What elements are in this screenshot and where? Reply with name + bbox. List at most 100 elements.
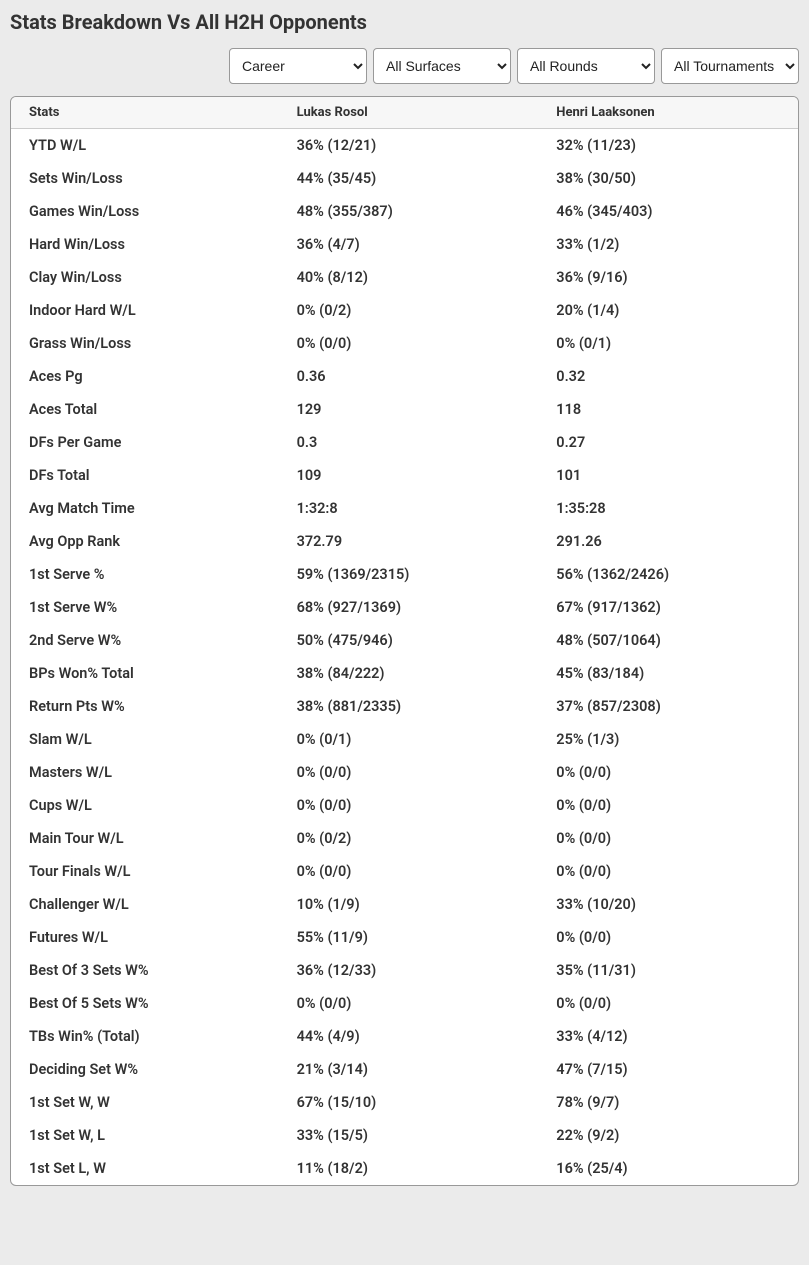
player2-value: 0.32 <box>538 360 798 393</box>
player1-value: 59% (1369/2315) <box>279 558 539 591</box>
player2-value: 48% (507/1064) <box>538 624 798 657</box>
player2-value: 118 <box>538 393 798 426</box>
player2-value: 16% (25/4) <box>538 1152 798 1185</box>
table-row: BPs Won% Total38% (84/222)45% (83/184) <box>11 657 798 690</box>
table-header-row: Stats Lukas Rosol Henri Laaksonen <box>11 97 798 129</box>
stat-label: Tour Finals W/L <box>11 855 279 888</box>
player1-value: 0% (0/0) <box>279 756 539 789</box>
player2-value: 20% (1/4) <box>538 294 798 327</box>
stat-label: Slam W/L <box>11 723 279 756</box>
stat-label: Grass Win/Loss <box>11 327 279 360</box>
table-row: Return Pts W%38% (881/2335)37% (857/2308… <box>11 690 798 723</box>
stat-label: Aces Pg <box>11 360 279 393</box>
stat-label: Deciding Set W% <box>11 1053 279 1086</box>
player1-value: 10% (1/9) <box>279 888 539 921</box>
player1-value: 67% (15/10) <box>279 1086 539 1119</box>
stat-label: DFs Per Game <box>11 426 279 459</box>
player2-value: 0% (0/0) <box>538 822 798 855</box>
stat-label: Best Of 5 Sets W% <box>11 987 279 1020</box>
player2-value: 101 <box>538 459 798 492</box>
stat-label: Avg Match Time <box>11 492 279 525</box>
stat-label: 1st Serve % <box>11 558 279 591</box>
player1-value: 50% (475/946) <box>279 624 539 657</box>
table-row: Best Of 3 Sets W%36% (12/33)35% (11/31) <box>11 954 798 987</box>
player1-value: 0% (0/2) <box>279 822 539 855</box>
table-row: Masters W/L0% (0/0)0% (0/0) <box>11 756 798 789</box>
stat-label: Games Win/Loss <box>11 195 279 228</box>
header-player1: Lukas Rosol <box>279 97 539 129</box>
stat-label: 1st Set W, L <box>11 1119 279 1152</box>
player2-value: 22% (9/2) <box>538 1119 798 1152</box>
table-row: 1st Set W, W67% (15/10)78% (9/7) <box>11 1086 798 1119</box>
table-row: Cups W/L0% (0/0)0% (0/0) <box>11 789 798 822</box>
stat-label: Clay Win/Loss <box>11 261 279 294</box>
stat-label: Futures W/L <box>11 921 279 954</box>
player1-value: 36% (12/33) <box>279 954 539 987</box>
stats-table: Stats Lukas Rosol Henri Laaksonen YTD W/… <box>11 97 798 1185</box>
table-row: Avg Opp Rank372.79291.26 <box>11 525 798 558</box>
stat-label: YTD W/L <box>11 129 279 163</box>
player1-value: 0% (0/0) <box>279 327 539 360</box>
table-row: TBs Win% (Total)44% (4/9)33% (4/12) <box>11 1020 798 1053</box>
player2-value: 25% (1/3) <box>538 723 798 756</box>
tournaments-select[interactable]: All Tournaments <box>661 48 799 84</box>
player2-value: 78% (9/7) <box>538 1086 798 1119</box>
player2-value: 0% (0/0) <box>538 921 798 954</box>
player1-value: 109 <box>279 459 539 492</box>
period-select[interactable]: Career <box>229 48 367 84</box>
table-row: Hard Win/Loss36% (4/7)33% (1/2) <box>11 228 798 261</box>
player2-value: 0% (0/0) <box>538 987 798 1020</box>
table-row: Games Win/Loss48% (355/387)46% (345/403) <box>11 195 798 228</box>
player1-value: 0% (0/0) <box>279 987 539 1020</box>
header-stats: Stats <box>11 97 279 129</box>
player2-value: 0.27 <box>538 426 798 459</box>
stat-label: Indoor Hard W/L <box>11 294 279 327</box>
table-row: Aces Total129118 <box>11 393 798 426</box>
stat-label: Masters W/L <box>11 756 279 789</box>
stat-label: Hard Win/Loss <box>11 228 279 261</box>
stat-label: 1st Set W, W <box>11 1086 279 1119</box>
stat-label: DFs Total <box>11 459 279 492</box>
table-row: DFs Per Game0.30.27 <box>11 426 798 459</box>
player1-value: 44% (35/45) <box>279 162 539 195</box>
player2-value: 36% (9/16) <box>538 261 798 294</box>
player1-value: 0% (0/2) <box>279 294 539 327</box>
player2-value: 45% (83/184) <box>538 657 798 690</box>
stat-label: Cups W/L <box>11 789 279 822</box>
rounds-select[interactable]: All Rounds <box>517 48 655 84</box>
table-row: Sets Win/Loss44% (35/45)38% (30/50) <box>11 162 798 195</box>
player1-value: 372.79 <box>279 525 539 558</box>
table-row: Slam W/L0% (0/1)25% (1/3) <box>11 723 798 756</box>
player2-value: 1:35:28 <box>538 492 798 525</box>
table-row: Deciding Set W%21% (3/14)47% (7/15) <box>11 1053 798 1086</box>
player1-value: 0% (0/0) <box>279 855 539 888</box>
player2-value: 67% (917/1362) <box>538 591 798 624</box>
stat-label: 1st Set L, W <box>11 1152 279 1185</box>
player2-value: 0% (0/1) <box>538 327 798 360</box>
stat-label: BPs Won% Total <box>11 657 279 690</box>
table-row: Tour Finals W/L0% (0/0)0% (0/0) <box>11 855 798 888</box>
player1-value: 1:32:8 <box>279 492 539 525</box>
player1-value: 44% (4/9) <box>279 1020 539 1053</box>
table-row: 1st Set W, L33% (15/5)22% (9/2) <box>11 1119 798 1152</box>
player1-value: 36% (4/7) <box>279 228 539 261</box>
player2-value: 47% (7/15) <box>538 1053 798 1086</box>
player2-value: 33% (10/20) <box>538 888 798 921</box>
table-row: 1st Serve %59% (1369/2315)56% (1362/2426… <box>11 558 798 591</box>
player1-value: 33% (15/5) <box>279 1119 539 1152</box>
table-row: Clay Win/Loss40% (8/12)36% (9/16) <box>11 261 798 294</box>
surfaces-select[interactable]: All Surfaces <box>373 48 511 84</box>
player1-value: 0% (0/1) <box>279 723 539 756</box>
player2-value: 0% (0/0) <box>538 855 798 888</box>
player1-value: 38% (84/222) <box>279 657 539 690</box>
player2-value: 46% (345/403) <box>538 195 798 228</box>
player2-value: 37% (857/2308) <box>538 690 798 723</box>
table-row: Grass Win/Loss0% (0/0)0% (0/1) <box>11 327 798 360</box>
page-title: Stats Breakdown Vs All H2H Opponents <box>10 10 799 34</box>
player1-value: 21% (3/14) <box>279 1053 539 1086</box>
player1-value: 0% (0/0) <box>279 789 539 822</box>
stat-label: Return Pts W% <box>11 690 279 723</box>
stat-label: 1st Serve W% <box>11 591 279 624</box>
player1-value: 48% (355/387) <box>279 195 539 228</box>
stat-label: Avg Opp Rank <box>11 525 279 558</box>
